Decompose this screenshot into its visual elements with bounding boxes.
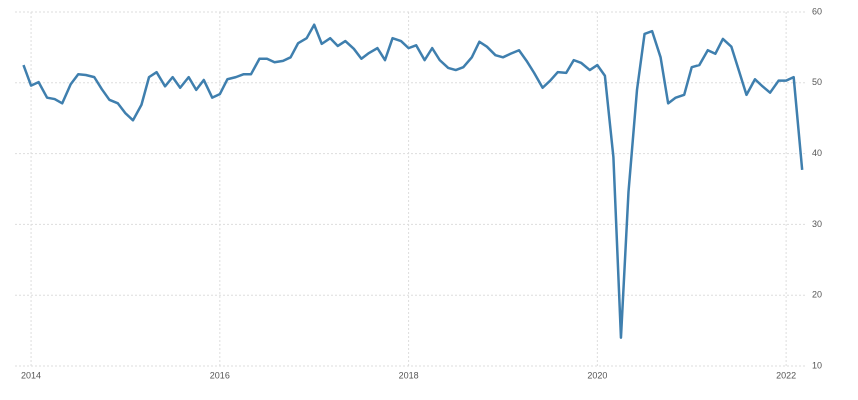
y-tick-label: 40 (812, 148, 822, 158)
x-tick-label: 2018 (399, 370, 419, 380)
x-tick-label: 2022 (776, 370, 796, 380)
x-tick-label: 2016 (210, 370, 230, 380)
y-tick-label: 50 (812, 77, 822, 87)
y-tick-label: 60 (812, 6, 822, 16)
x-tick-label: 2020 (587, 370, 607, 380)
y-tick-label: 30 (812, 219, 822, 229)
line (22, 23, 804, 339)
y-tick-label: 10 (812, 360, 822, 370)
y-tick-label: 20 (812, 290, 822, 300)
x-tick-label: 2014 (21, 370, 41, 380)
